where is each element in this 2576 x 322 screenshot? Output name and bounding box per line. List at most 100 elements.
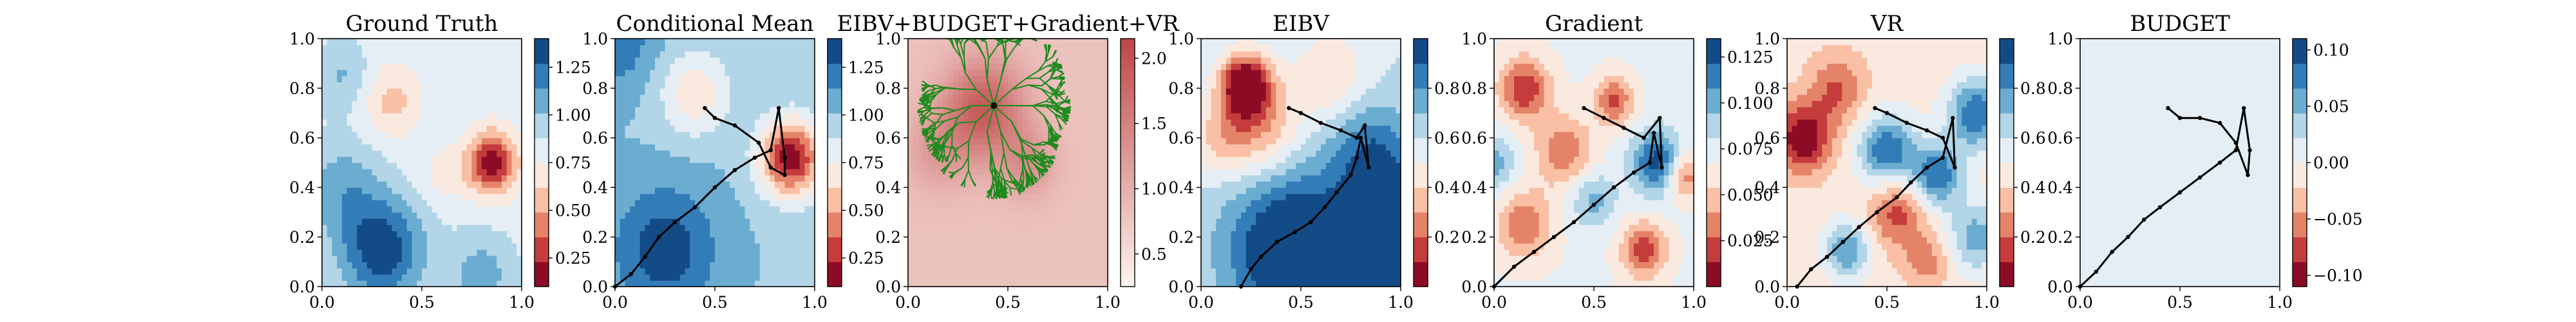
heatmap-cell [362,63,368,70]
heatmap-cell [417,200,422,207]
heatmap-cell [948,88,954,95]
heatmap-cell [759,144,766,151]
heatmap-cell [968,237,974,244]
heatmap-cell [952,113,959,120]
heatmap-cell [491,162,497,169]
heatmap-cell [1037,63,1043,70]
heatmap-cell [952,63,959,70]
heatmap-cell [497,131,502,138]
heatmap-cell [372,249,377,256]
heatmap-cell [1043,187,1048,194]
heatmap-cell [679,280,686,287]
heatmap-cell [755,150,761,157]
heatmap-cell [516,44,522,52]
heatmap-cell [332,224,337,231]
heatmap-cell [983,193,989,200]
heatmap-cell [1023,243,1028,250]
heatmap-cell [759,125,766,132]
heatmap-cell [502,70,507,77]
heatmap-cell [491,75,497,82]
heatmap-cell [665,63,670,70]
heatmap-cell [1043,255,1048,263]
heatmap-cell [1072,88,1079,95]
heatmap-cell [322,218,328,225]
heatmap-cell [382,255,388,263]
heatmap-cell [759,156,766,164]
heatmap-cell [417,125,422,132]
heatmap-cell [724,138,730,145]
heatmap-cell [645,231,650,238]
heatmap-cell [928,162,934,169]
colorbar-segment [828,113,842,118]
heatmap-cell [1028,261,1034,269]
heatmap-cell [795,181,800,188]
heatmap-cell [739,70,746,77]
heatmap-cell [362,88,368,95]
heatmap-cell [352,106,357,114]
heatmap-cell [332,193,337,200]
heatmap-cell [790,212,795,219]
heatmap-cell [710,144,715,151]
heatmap-cell [810,88,815,95]
heatmap-cell [625,280,630,287]
heatmap-cell [679,231,686,238]
heatmap-cell [699,113,706,120]
heatmap-cell [366,119,373,126]
heatmap-cell [382,119,388,126]
heatmap-cell [795,100,800,108]
heatmap-cell [322,106,328,114]
heatmap-cell [670,39,676,46]
heatmap-cell [386,106,393,114]
heatmap-cell [332,249,337,256]
heatmap-cell [1097,255,1103,263]
heatmap-cell [744,156,750,164]
heatmap-cell [437,237,442,244]
heatmap-cell [442,268,448,275]
heatmap-cell [923,193,929,200]
heatmap-cell [759,169,766,176]
colorbar-segment [828,175,842,180]
heatmap-cell [690,44,696,52]
colorbar-segment [828,158,842,164]
heatmap-cell [1052,249,1059,256]
heatmap-cell [482,181,488,188]
heatmap-cell [382,39,388,46]
heatmap-cell [1077,261,1083,269]
heatmap-cell [730,162,735,169]
heatmap-cell [655,231,661,238]
heatmap-cell [362,39,368,46]
heatmap-cell [337,82,343,89]
heatmap-cell [386,181,393,188]
heatmap-cell [1023,113,1028,120]
heatmap-cell [386,224,393,231]
heatmap-cell [744,70,750,77]
heatmap-cell [511,70,517,77]
heatmap-cell [497,280,502,287]
heatmap-cell [715,57,721,64]
heatmap-cell [730,100,735,108]
heatmap-cell [412,106,417,114]
heatmap-cell [645,175,650,182]
heatmap-cell [958,156,963,164]
heatmap-cell [918,280,923,287]
heatmap-cell [983,280,989,287]
heatmap-cell [477,51,482,58]
heatmap-cell [477,119,482,126]
heatmap-cell [650,212,656,219]
heatmap-cell [625,224,630,231]
heatmap-cell [730,138,735,145]
heatmap-cell [431,224,437,231]
heatmap-cell [795,231,800,238]
heatmap-cell [695,100,701,108]
heatmap-cell [1012,187,1019,194]
heatmap-cell [963,125,969,132]
heatmap-cell [1037,274,1043,281]
heatmap-cell [377,44,383,52]
heatmap-cell [799,119,806,126]
heatmap-cell [497,187,502,194]
heatmap-cell [457,94,462,101]
heatmap-cell [1023,274,1028,281]
heatmap-cell [446,181,453,188]
heatmap-cell [482,218,488,225]
y-tick-label: 0.8 [289,79,315,98]
